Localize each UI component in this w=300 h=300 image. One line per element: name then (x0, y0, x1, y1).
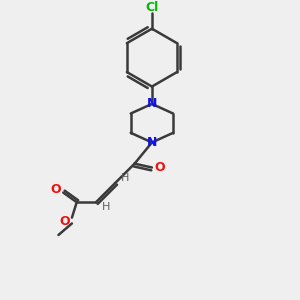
Text: O: O (50, 183, 61, 196)
Text: Cl: Cl (145, 1, 159, 14)
Text: O: O (154, 161, 165, 174)
Text: N: N (147, 136, 157, 149)
Text: H: H (121, 173, 129, 183)
Text: N: N (147, 98, 157, 110)
Text: H: H (101, 202, 110, 212)
Text: O: O (59, 215, 70, 228)
